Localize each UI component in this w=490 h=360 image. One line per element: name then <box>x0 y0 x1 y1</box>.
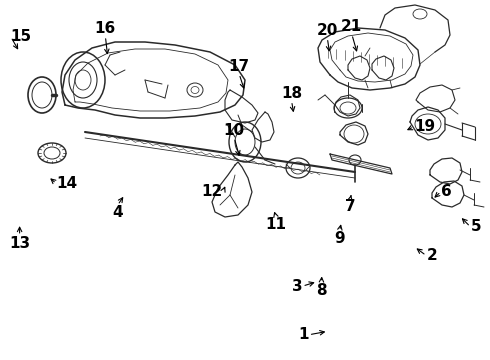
Text: 12: 12 <box>202 184 223 199</box>
Text: 16: 16 <box>95 21 116 36</box>
Text: 21: 21 <box>341 19 363 34</box>
Text: 13: 13 <box>9 236 30 251</box>
Text: 3: 3 <box>292 279 302 294</box>
Text: 5: 5 <box>470 219 481 234</box>
Text: 11: 11 <box>266 217 286 232</box>
Text: 9: 9 <box>334 231 345 246</box>
Text: 14: 14 <box>56 176 77 191</box>
Text: 10: 10 <box>223 122 245 138</box>
Text: 17: 17 <box>228 59 250 74</box>
Text: 4: 4 <box>112 205 123 220</box>
Text: 20: 20 <box>317 23 338 38</box>
Text: 19: 19 <box>414 119 435 134</box>
Text: 2: 2 <box>426 248 437 263</box>
Text: 6: 6 <box>441 184 452 199</box>
Text: 1: 1 <box>298 327 309 342</box>
Text: 8: 8 <box>316 283 327 298</box>
Text: 18: 18 <box>281 86 302 101</box>
Text: 7: 7 <box>345 199 356 214</box>
Text: 15: 15 <box>11 29 32 44</box>
